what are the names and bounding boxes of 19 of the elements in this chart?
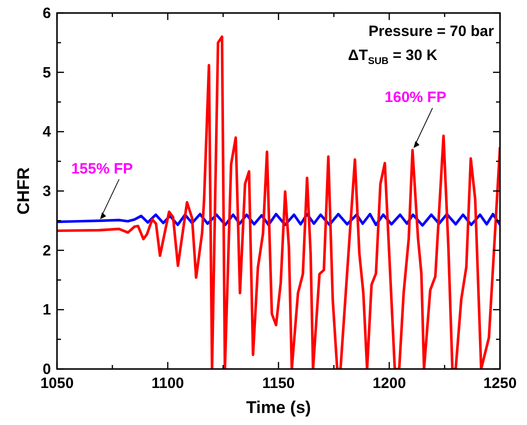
y-tick-label: 0 [42,361,51,378]
y-tick-label: 3 [42,183,51,200]
y-tick-label: 4 [42,124,52,141]
annotation: 160% FP [384,89,446,106]
x-tick-label: 1100 [151,375,184,392]
x-tick-label: 1250 [483,375,517,392]
x-tick-label: 1200 [372,375,406,392]
x-tick-label: 1150 [262,375,295,392]
y-tick-label: 2 [42,242,51,260]
annotation: ΔT$_{SUB}$ = 30 K [348,47,438,66]
y-tick-label: 1 [42,302,51,319]
annotation: 155% FP [71,160,133,178]
x-axis-title: Time (s) [246,398,311,417]
line-series [57,35,500,369]
annotation: Pressure = 70 bar [368,23,494,40]
y-axis-title: CHFR [14,167,33,215]
y-tick-label: 5 [42,64,51,82]
y-tick-label: 6 [42,5,51,22]
x-tick-label: 1050 [40,375,74,392]
